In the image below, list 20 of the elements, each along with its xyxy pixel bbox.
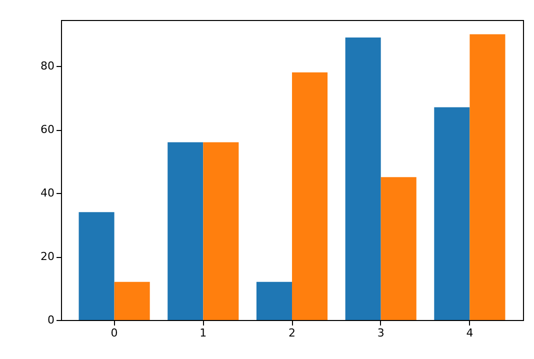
bar [114, 282, 150, 320]
bar [292, 72, 328, 320]
x-tick-label: 3 [377, 326, 384, 340]
y-tick-label: 0 [48, 314, 54, 326]
x-tick-label: 2 [288, 326, 296, 340]
x-tick-label: 1 [200, 326, 207, 340]
y-tick-label: 60 [40, 123, 54, 136]
bar [470, 34, 506, 320]
y-tick-label: 20 [40, 250, 54, 264]
bar [168, 142, 204, 320]
x-tick-label: 0 [110, 326, 118, 340]
bar [256, 282, 292, 320]
bar [203, 142, 239, 320]
y-tick-label: 40 [40, 186, 54, 200]
y-tick-label: 80 [40, 60, 54, 73]
bar [380, 177, 416, 320]
bar [434, 107, 470, 320]
bar [345, 37, 381, 320]
x-tick-label: 4 [466, 326, 474, 340]
bar [78, 212, 114, 320]
